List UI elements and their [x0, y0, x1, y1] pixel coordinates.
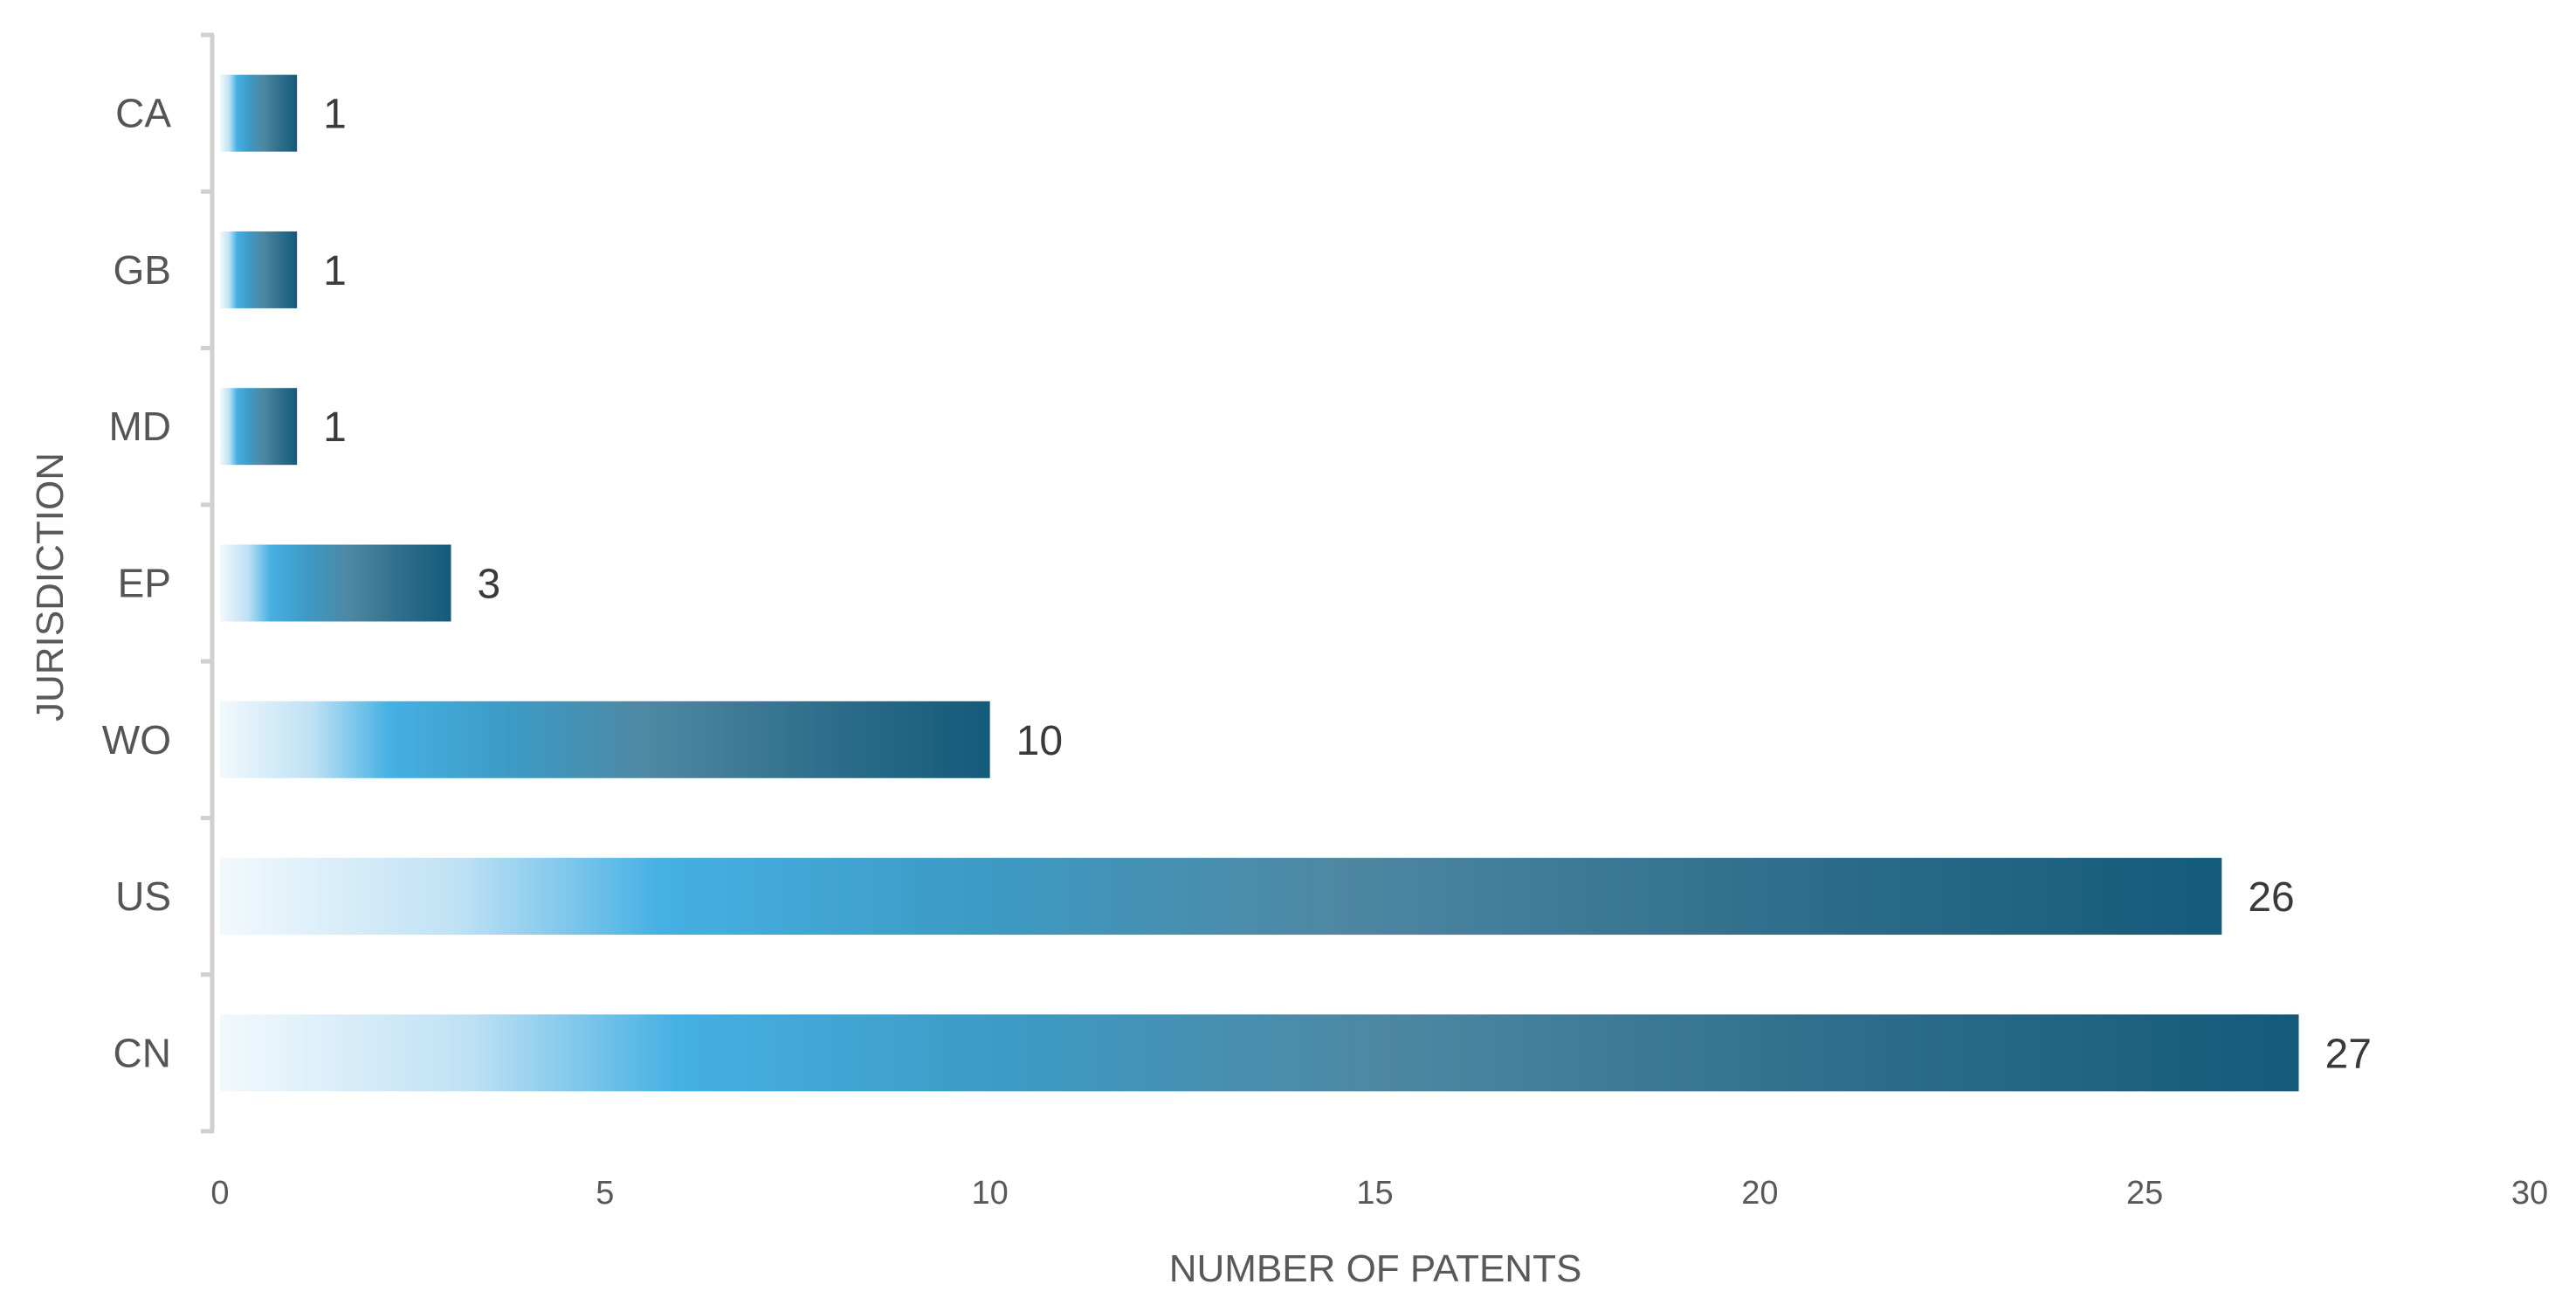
data-labels: 1 1 1 3 10 26 27 [323, 92, 2372, 1078]
bars [220, 74, 2299, 1092]
x-tick-label: 10 [972, 1175, 1009, 1212]
data-label-ca: 1 [323, 92, 347, 138]
bar-ep [220, 544, 451, 622]
category-label-ca: CA [115, 91, 171, 136]
y-axis-title: JURISDICTION [29, 452, 72, 722]
category-label-wo: WO [102, 717, 171, 763]
x-tick-label: 30 [2511, 1175, 2548, 1212]
category-label-cn: CN [114, 1030, 171, 1075]
bar-md [220, 388, 298, 466]
x-tick-label: 25 [2126, 1175, 2163, 1212]
bar-cn [220, 1014, 2299, 1092]
data-label-cn: 27 [2325, 1031, 2372, 1077]
category-labels: CA GB MD EP WO US CN [102, 91, 172, 1076]
x-tick-label: 15 [1356, 1175, 1393, 1212]
bar-ca [220, 74, 298, 152]
x-tick-label: 0 [210, 1175, 229, 1212]
data-label-ep: 3 [478, 562, 501, 608]
bar-gb [220, 231, 298, 308]
data-label-gb: 1 [323, 248, 347, 294]
data-label-md: 1 [323, 404, 347, 451]
x-axis-title: NUMBER OF PATENTS [1169, 1247, 1582, 1290]
category-label-us: US [115, 874, 171, 919]
category-label-ep: EP [118, 561, 171, 606]
x-tick-label: 5 [596, 1175, 614, 1212]
y-axis [201, 32, 215, 1134]
bar-wo [220, 701, 990, 778]
category-label-gb: GB [114, 247, 171, 293]
data-label-wo: 10 [1016, 718, 1063, 764]
bar-us [220, 858, 2222, 936]
data-label-us: 26 [2248, 874, 2294, 921]
x-tick-labels: 0 5 10 15 20 25 30 [210, 1175, 2548, 1212]
category-label-md: MD [108, 404, 171, 449]
x-tick-label: 20 [1741, 1175, 1778, 1212]
